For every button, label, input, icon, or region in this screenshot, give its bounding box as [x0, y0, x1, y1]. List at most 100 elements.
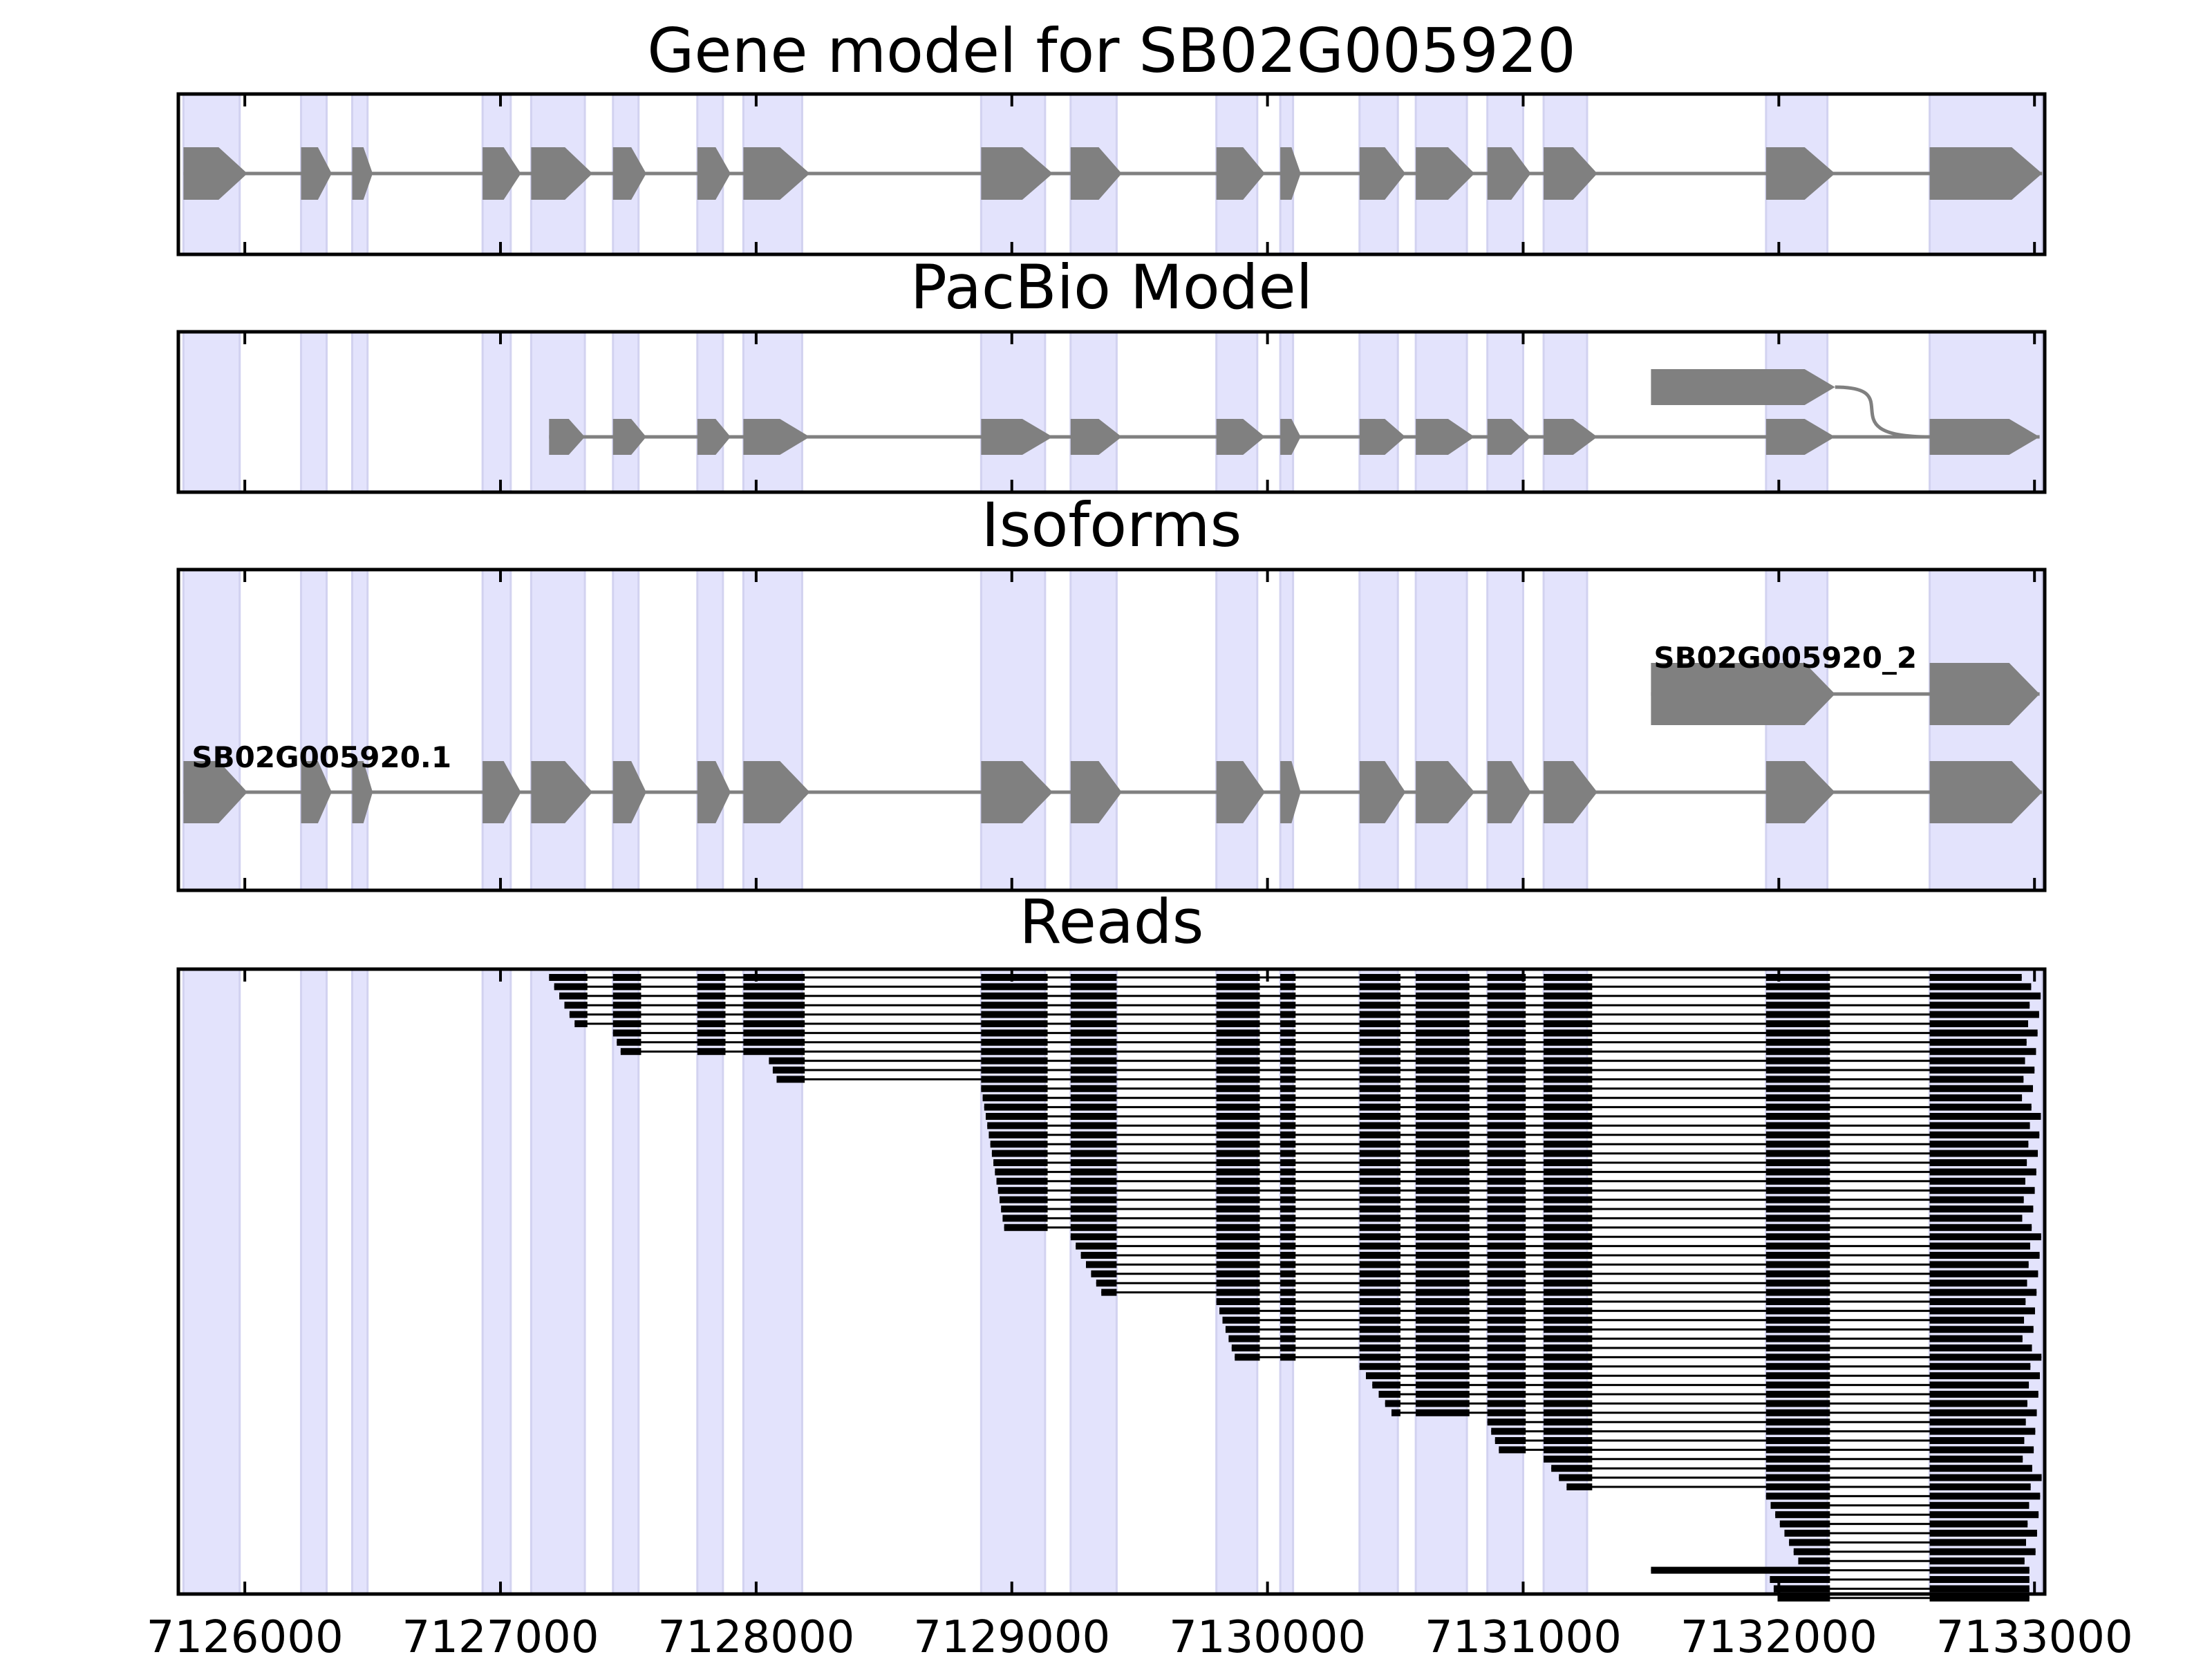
read-block	[1765, 983, 1830, 991]
read-block	[1216, 1094, 1260, 1102]
read-block	[996, 1177, 1048, 1185]
pacbio-exon-highlight	[1358, 330, 1399, 494]
read-block	[1216, 1280, 1260, 1287]
read-block	[743, 1029, 805, 1037]
read-block	[1416, 1391, 1470, 1398]
gene-model-exon	[612, 147, 646, 200]
read-block	[1416, 1242, 1470, 1250]
read-block	[1929, 1530, 2037, 1537]
read-block	[1416, 992, 1470, 1000]
read-block	[1216, 1224, 1260, 1231]
pacbio-exon	[1280, 419, 1301, 455]
pacbio-model-panel	[176, 330, 2047, 494]
read-block	[1280, 983, 1296, 991]
read-block	[1544, 1029, 1593, 1037]
read-block	[1216, 1159, 1260, 1166]
isoforms-exon-highlight	[980, 568, 1047, 892]
read-block	[1765, 1011, 1830, 1018]
read-block	[1487, 1344, 1526, 1351]
read-block	[1070, 1048, 1117, 1056]
read-block	[981, 1076, 1048, 1083]
read-block	[1416, 1038, 1470, 1046]
x-tick-label: 7133000	[1936, 1612, 2133, 1659]
read-block	[1378, 1391, 1400, 1398]
read-block	[1216, 1187, 1260, 1194]
pacbio-exon-highlight	[1069, 330, 1118, 494]
read-block	[1793, 1548, 1830, 1555]
read-block	[1416, 1048, 1470, 1056]
read-block	[1929, 1566, 2030, 1574]
read-block	[1765, 1076, 1830, 1083]
read-block	[1359, 1131, 1400, 1138]
isoforms-exon-highlight	[1358, 568, 1399, 892]
read-block	[1086, 1261, 1117, 1268]
read-block	[1544, 1372, 1593, 1380]
read-block	[569, 1011, 588, 1018]
reads-frame	[176, 967, 2047, 1596]
isoform-2-label: SB02G005920_2	[1653, 641, 1917, 675]
read-block	[1544, 1316, 1593, 1324]
read-block	[549, 974, 588, 981]
read-block	[1929, 1113, 2041, 1120]
read-block	[1487, 1270, 1526, 1277]
read-block	[1280, 1020, 1296, 1027]
read-block	[1280, 1288, 1296, 1296]
read-block	[1359, 1094, 1400, 1102]
read-block	[1219, 1307, 1260, 1315]
read-block	[1929, 1298, 2026, 1305]
read-block	[1216, 1196, 1260, 1203]
read-block	[1544, 1067, 1593, 1074]
read-block	[1765, 1344, 1830, 1351]
read-block	[1359, 1196, 1400, 1203]
read-block	[1359, 1344, 1400, 1351]
read-block	[1487, 1048, 1526, 1056]
read-block	[1765, 1372, 1830, 1380]
read-block	[1416, 1150, 1470, 1157]
read-block	[1280, 1131, 1296, 1138]
isoforms-exon-highlight	[1929, 568, 2043, 892]
pacbio-title: PacBio Model	[910, 252, 1313, 323]
read-block	[1280, 1298, 1296, 1305]
read-block	[697, 1038, 726, 1046]
read-block	[1280, 1122, 1296, 1130]
read-block	[1929, 1501, 2030, 1509]
pacbio-alt-junction	[1835, 385, 1930, 439]
read-block	[1929, 1576, 2030, 1583]
read-block	[1216, 1233, 1260, 1241]
isoforms-exon-highlight	[1069, 568, 1118, 892]
read-block	[1385, 1400, 1400, 1407]
read-block	[1216, 1067, 1260, 1074]
read-block	[1280, 1048, 1296, 1056]
read-block	[1929, 1206, 2034, 1212]
read-block	[1216, 1177, 1260, 1185]
read-block	[1929, 1465, 2032, 1472]
read-block	[1280, 1067, 1296, 1074]
read-block	[1416, 1400, 1470, 1407]
read-block	[1487, 1076, 1526, 1083]
read-block	[1416, 1288, 1470, 1296]
read-block	[1544, 1215, 1593, 1222]
read-block	[1359, 1113, 1400, 1120]
read-block	[1487, 1159, 1526, 1166]
read-block	[1487, 1122, 1526, 1130]
read-block	[1544, 1103, 1593, 1111]
read-block	[697, 992, 726, 1000]
read-block	[1416, 1298, 1470, 1305]
read-block	[1070, 1011, 1117, 1018]
read-block	[981, 1038, 1048, 1046]
read-block	[1280, 1094, 1296, 1102]
read-block	[987, 1122, 1048, 1130]
pacbio-exon-highlight	[351, 330, 369, 494]
read-block	[1359, 1261, 1400, 1268]
read-block	[1929, 1196, 2024, 1203]
pacbio-exon-highlight	[612, 330, 640, 494]
read-block	[1359, 1177, 1400, 1185]
read-block	[1487, 1038, 1526, 1046]
read-block	[1487, 1094, 1526, 1102]
isoform-1-exon	[1929, 761, 2043, 823]
read-block	[1359, 1224, 1400, 1231]
read-block	[1494, 1437, 1526, 1444]
isoform-1-exon	[1544, 761, 1597, 823]
read-block	[1929, 1492, 2041, 1500]
read-block	[1416, 1206, 1470, 1212]
